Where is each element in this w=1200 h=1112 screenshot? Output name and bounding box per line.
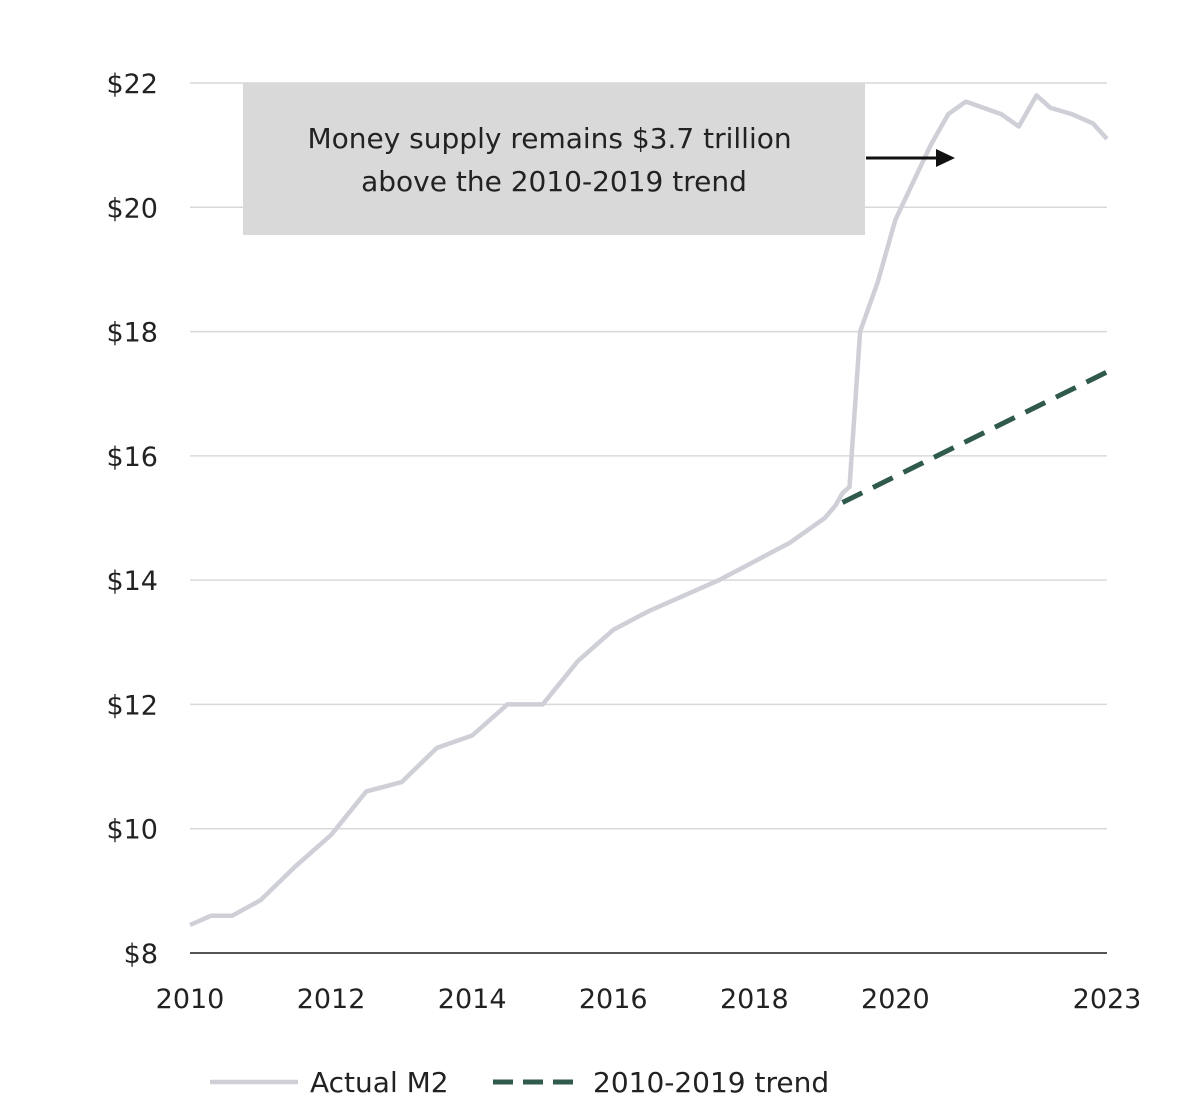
x-tick-label: 2016 — [579, 984, 648, 1015]
annotation-text: Money supply remains $3.7 trillion above… — [307, 122, 800, 198]
legend-label: 2010-2019 trend — [593, 1066, 829, 1099]
y-tick-label: $20 — [106, 193, 158, 224]
y-tick-label: $14 — [106, 566, 158, 597]
series-line-trend — [841, 369, 1109, 505]
y-tick-label: $22 — [106, 69, 158, 100]
x-tick-label: 2023 — [1073, 984, 1142, 1015]
series-lines — [189, 93, 1109, 928]
y-tick-label: $12 — [106, 690, 158, 721]
x-tick-labels: 2010 2012 2014 2016 2018 2020 2023 — [156, 984, 1142, 1015]
annotation-box — [243, 83, 865, 235]
series-line-actual-m2 — [189, 93, 1109, 928]
y-tick-label: $8 — [124, 939, 158, 970]
y-tick-label: $10 — [106, 815, 158, 846]
y-tick-labels: $8 $10 $12 $14 $16 $18 $20 $22 — [106, 69, 158, 970]
y-tick-label: $16 — [106, 442, 158, 473]
annotation-arrowhead — [936, 149, 955, 167]
legend-label: Actual M2 — [310, 1066, 449, 1099]
y-tick-label: $18 — [106, 318, 158, 349]
annotation: Money supply remains $3.7 trillion above… — [243, 83, 955, 235]
x-tick-label: 2012 — [297, 984, 366, 1015]
x-tick-label: 2018 — [720, 984, 789, 1015]
legend: Actual M2 2010-2019 trend — [210, 1066, 829, 1099]
x-tick-label: 2020 — [861, 984, 930, 1015]
x-tick-label: 2014 — [438, 984, 507, 1015]
x-tick-label: 2010 — [156, 984, 225, 1015]
